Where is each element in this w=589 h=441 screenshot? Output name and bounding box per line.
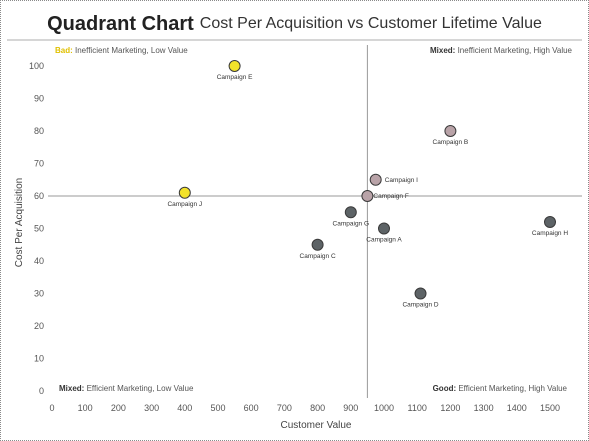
y-tick-label: 30 [34, 289, 44, 299]
quadrant-labels: Bad: Inefficient Marketing, Low Value Mix… [55, 46, 573, 393]
y-tick-label: 0 [39, 386, 44, 396]
chart-subtitle: Cost Per Acquisition vs Customer Lifetim… [199, 15, 542, 32]
point-marker[interactable] [444, 125, 457, 137]
x-tick-label: 800 [310, 403, 325, 413]
x-tick-label: 1000 [374, 403, 394, 413]
data-point[interactable]: Campaign C [300, 238, 336, 260]
quadrant-label-top-right-key: Mixed: [430, 46, 455, 55]
data-point[interactable]: Campaign H [532, 216, 568, 238]
x-tick-label: 600 [244, 403, 259, 413]
x-tick-label: 400 [177, 403, 192, 413]
x-axis-title: Customer Value [281, 420, 352, 431]
point-marker[interactable] [344, 206, 357, 219]
x-tick-label: 1200 [440, 403, 460, 413]
quadrant-label-bottom-left-text: Efficient Marketing, Low Value [84, 384, 194, 393]
point-label: Campaign D [402, 302, 438, 309]
point-label: Campaign I [385, 177, 418, 184]
x-tick-label: 500 [210, 403, 225, 413]
point-marker[interactable] [369, 173, 382, 186]
data-points: Campaign A Campaign B Campaign C Campaign D… [167, 60, 568, 309]
y-tick-label: 60 [34, 191, 44, 201]
quadrant-label-bottom-left-key: Mixed: [59, 384, 84, 393]
data-point[interactable]: Campaign A [366, 222, 402, 244]
quadrant-label-top-right-text: Inefficient Marketing, High Value [455, 46, 572, 55]
point-label: Campaign G [333, 220, 370, 227]
point-marker[interactable] [178, 186, 191, 199]
point-label: Campaign B [433, 139, 469, 146]
point-marker[interactable] [311, 238, 324, 251]
data-point[interactable]: Campaign G [333, 206, 370, 228]
x-tick-label: 1300 [474, 403, 494, 413]
chart-title: Quadrant Chart [47, 12, 194, 35]
quadrant-label-bottom-right-key: Good: [433, 384, 457, 393]
y-tick-label: 70 [34, 159, 44, 169]
quadrant-label-top-left: Bad: Inefficient Marketing, Low Value [55, 46, 188, 55]
x-tick-label: 100 [78, 403, 93, 413]
x-tick-label: 1500 [540, 403, 560, 413]
data-point[interactable]: Campaign I [369, 173, 418, 186]
quadrant-label-top-right: Mixed: Inefficient Marketing, High Value [430, 46, 573, 55]
data-point[interactable]: Campaign D [402, 287, 439, 309]
y-tick-label: 80 [34, 126, 44, 136]
point-label: Campaign J [167, 201, 202, 208]
y-tick-label: 40 [34, 256, 44, 266]
data-point[interactable]: Campaign B [433, 125, 469, 147]
point-label: Campaign A [366, 237, 402, 244]
x-tick-label: 0 [49, 403, 54, 413]
x-tick-label: 900 [343, 403, 358, 413]
y-tick-label: 50 [34, 224, 44, 234]
point-label: Campaign F [373, 193, 408, 200]
point-label: Campaign H [532, 230, 568, 237]
y-tick-label: 10 [34, 354, 44, 364]
point-marker[interactable] [414, 287, 427, 300]
point-marker[interactable] [361, 190, 374, 202]
y-tick-label: 100 [29, 61, 44, 71]
reference-lines [48, 45, 582, 398]
point-label: Campaign C [300, 253, 336, 260]
point-marker[interactable] [544, 216, 556, 228]
x-tick-label: 1100 [408, 403, 427, 413]
x-tick-label: 300 [144, 403, 159, 413]
point-marker[interactable] [378, 222, 390, 235]
quadrant-label-bottom-right: Good: Efficient Marketing, High Value [433, 384, 568, 393]
axes: 0 100 200 300 400 500 600 700 800 900 1000 1100 1200… [14, 61, 560, 431]
quadrant-label-top-left-key: Bad: [55, 46, 73, 55]
chart-header: Quadrant Chart Cost Per Acquisition vs C… [7, 9, 582, 41]
quadrant-label-bottom-left: Mixed: Efficient Marketing, Low Value [59, 384, 194, 393]
quadrant-label-bottom-right-text: Efficient Marketing, High Value [456, 384, 567, 393]
data-point[interactable]: Campaign F [361, 190, 409, 202]
y-axis-title: Cost Per Acquisition [14, 178, 25, 268]
quadrant-label-top-left-text: Inefficient Marketing, Low Value [73, 46, 188, 55]
x-tick-label: 1400 [507, 403, 527, 413]
data-point[interactable]: Campaign J [167, 186, 202, 208]
x-tick-label: 700 [277, 403, 292, 413]
point-marker[interactable] [228, 60, 241, 72]
y-tick-label: 90 [34, 94, 44, 104]
point-label: Campaign E [217, 74, 253, 81]
x-tick-label: 200 [111, 403, 126, 413]
data-point[interactable]: Campaign E [217, 60, 253, 82]
y-tick-label: 20 [34, 321, 44, 331]
